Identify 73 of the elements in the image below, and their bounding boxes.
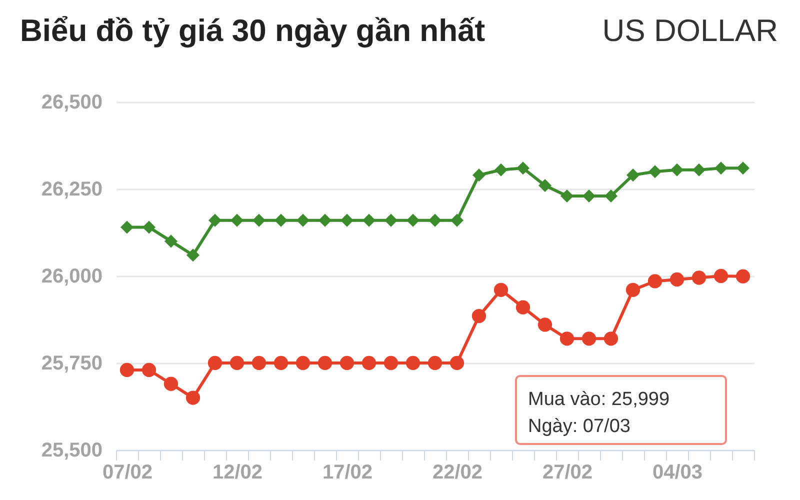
point bbox=[538, 179, 552, 192]
point bbox=[208, 214, 222, 227]
point bbox=[164, 376, 178, 391]
point bbox=[186, 248, 200, 262]
point bbox=[604, 332, 618, 346]
point bbox=[340, 214, 354, 227]
y-tick-label: 26,250 bbox=[41, 178, 102, 200]
y-tick-label: 25,500 bbox=[41, 440, 102, 462]
point bbox=[230, 356, 244, 370]
point bbox=[714, 268, 728, 284]
point bbox=[318, 356, 332, 370]
x-tick-label: 17/02 bbox=[322, 462, 373, 484]
chart-title: Biểu đồ tỷ giá 30 ngày gần nhất bbox=[20, 13, 486, 48]
point bbox=[516, 162, 530, 175]
y-tick-label: 26,000 bbox=[41, 266, 102, 288]
point bbox=[560, 332, 574, 346]
point bbox=[318, 214, 332, 227]
x-tick-label: 27/02 bbox=[542, 462, 593, 484]
point bbox=[384, 214, 398, 227]
point bbox=[274, 356, 288, 370]
point bbox=[296, 214, 310, 227]
point bbox=[384, 356, 398, 370]
point bbox=[252, 356, 266, 370]
point bbox=[582, 332, 596, 346]
point bbox=[120, 220, 134, 234]
point bbox=[362, 214, 376, 227]
point bbox=[362, 356, 376, 370]
point bbox=[494, 163, 508, 176]
point bbox=[648, 165, 662, 178]
point bbox=[428, 356, 442, 370]
point bbox=[516, 300, 530, 314]
point bbox=[340, 356, 354, 370]
point bbox=[670, 163, 684, 176]
x-tick-label: 12/02 bbox=[212, 462, 263, 484]
point bbox=[472, 168, 486, 182]
point bbox=[648, 274, 662, 288]
y-tick-label: 25,750 bbox=[41, 352, 102, 374]
point bbox=[604, 189, 618, 202]
x-tick-label: 22/02 bbox=[432, 462, 483, 484]
point bbox=[450, 356, 464, 370]
y-tick-label: 26,500 bbox=[41, 92, 102, 114]
point bbox=[560, 189, 574, 202]
point bbox=[406, 356, 420, 370]
point bbox=[252, 214, 266, 227]
point bbox=[406, 214, 420, 227]
point bbox=[626, 282, 640, 297]
point bbox=[736, 269, 750, 284]
point bbox=[296, 356, 310, 370]
point bbox=[208, 356, 222, 370]
point bbox=[692, 163, 706, 176]
chart-subtitle: US DOLLAR bbox=[602, 13, 778, 48]
point bbox=[186, 390, 200, 405]
point bbox=[472, 308, 486, 324]
point bbox=[494, 282, 508, 297]
x-tick-label: 07/02 bbox=[102, 462, 153, 484]
point bbox=[120, 362, 134, 378]
annotation: Ngày: 07/03 bbox=[528, 416, 630, 437]
point bbox=[164, 234, 178, 248]
point bbox=[670, 272, 684, 287]
point bbox=[692, 270, 706, 285]
point bbox=[538, 318, 552, 332]
point bbox=[428, 214, 442, 227]
point bbox=[450, 214, 464, 227]
point bbox=[142, 362, 156, 378]
point bbox=[736, 162, 750, 175]
point bbox=[142, 220, 156, 234]
x-tick-label: 04/03 bbox=[652, 462, 703, 484]
point bbox=[626, 168, 640, 182]
point bbox=[714, 162, 728, 175]
point bbox=[582, 189, 596, 202]
point bbox=[274, 214, 288, 227]
point bbox=[230, 214, 244, 227]
annotation: Mua vào: 25,999 bbox=[528, 389, 670, 410]
